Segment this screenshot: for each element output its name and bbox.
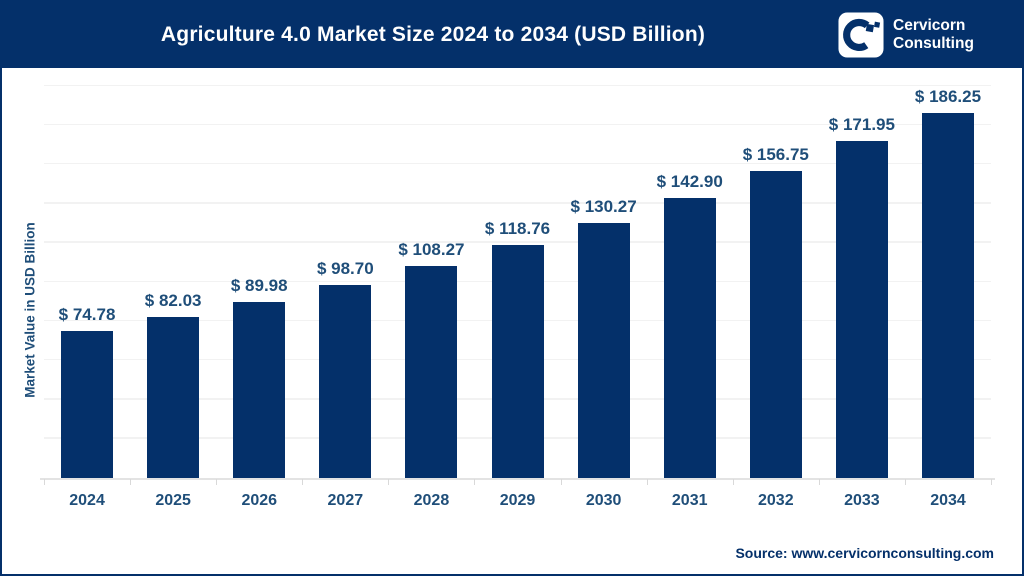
bar-value-label-2024: $ 74.78 (58, 305, 116, 325)
bar-value-label-2029: $ 118.76 (484, 219, 551, 239)
bar-group-2025: $ 82.03 (130, 86, 216, 478)
bar-value-label-2033: $ 171.95 (828, 114, 895, 134)
bar-value-label-2031: $ 142.90 (656, 171, 723, 191)
bar-2026 (233, 301, 286, 478)
x-axis-tick (646, 479, 648, 485)
x-axis-label-2026: 2026 (241, 492, 278, 509)
x-axis-labels: 2024 2025 2026 2027 2028 2029 2030 2031 2032 2033… (44, 492, 991, 510)
title-wrap: Agriculture 4.0 Market Size 2024 to 2034… (2, 23, 838, 47)
x-axis-tick (474, 479, 476, 485)
x-axis-tick (991, 479, 992, 485)
chart-title: Agriculture 4.0 Market Size 2024 to 2034… (160, 23, 706, 46)
bar-group-2034: $ 186.25 (905, 86, 991, 478)
x-axis-label-2033: 2033 (844, 492, 880, 509)
x-axis-label-2030: 2030 (585, 492, 622, 509)
x-axis-tick (216, 479, 218, 485)
chart-area: Market Value in USD Billion $ 74.78 $ 82.… (2, 68, 1022, 574)
bar-2033 (835, 140, 888, 478)
bar-2025 (147, 317, 200, 478)
x-axis-label-2024: 2024 (69, 492, 105, 509)
bar-group-2032: $ 156.75 (733, 86, 819, 478)
bar-value-label-2030: $ 130.27 (570, 196, 637, 216)
cervicorn-c-icon (838, 12, 884, 58)
bar-value-label-2026: $ 89.98 (230, 275, 288, 295)
gridline (44, 162, 991, 165)
x-axis-line (40, 478, 995, 480)
bar-group-2027: $ 98.70 (302, 86, 388, 478)
brand-name-line1: Cervicorn (893, 17, 966, 35)
x-axis-label-2028: 2028 (413, 492, 450, 509)
x-axis-tick (904, 479, 906, 485)
bar-value-label-2027: $ 98.70 (316, 258, 374, 278)
bar-2032 (749, 170, 802, 478)
x-axis-tick (732, 479, 734, 485)
bars-container: $ 74.78 $ 82.03 $ 89.98 $ 98.70 $ 108.27 $ 11… (44, 86, 991, 478)
gridline (44, 241, 991, 243)
x-axis-label-2034: 2034 (930, 492, 966, 509)
bar-value-label-2025: $ 82.03 (144, 291, 202, 311)
bar-2031 (663, 197, 716, 478)
bar-group-2026: $ 89.98 (216, 86, 302, 478)
bar-group-2024: $ 74.78 (44, 86, 130, 478)
bar-group-2030: $ 130.27 (561, 86, 647, 478)
bar-value-label-2032: $ 156.75 (742, 144, 809, 164)
bar-group-2028: $ 108.27 (388, 86, 474, 478)
x-axis-tick (560, 479, 562, 485)
brand-name-line2: Consulting (893, 35, 974, 52)
x-axis-label-2025: 2025 (155, 492, 191, 509)
source-text: Source: www.cervicornconsulting.com (735, 545, 994, 561)
brand-logo: Cervicorn Consulting (838, 12, 1022, 58)
x-axis-tick (302, 479, 304, 485)
bar-2024 (61, 331, 114, 478)
x-axis-tick (818, 479, 820, 485)
brand-name: Cervicorn Consulting (893, 17, 974, 53)
gridline (44, 84, 991, 86)
bar-value-label-2034: $ 186.25 (914, 86, 982, 106)
bar-group-2031: $ 142.90 (647, 86, 733, 478)
x-axis-label-2029: 2029 (499, 492, 536, 509)
bar-2028 (405, 265, 458, 478)
x-axis-label-2031: 2031 (671, 492, 708, 509)
header-bar: Agriculture 4.0 Market Size 2024 to 2034… (2, 2, 1022, 68)
gridline (44, 202, 991, 204)
bar-2030 (577, 222, 630, 478)
y-axis-label: Market Value in USD Billion (22, 222, 38, 398)
gridline (44, 123, 991, 126)
x-axis-label-2032: 2032 (758, 492, 794, 509)
x-axis-tick (388, 479, 390, 485)
bar-value-label-2028: $ 108.27 (398, 239, 465, 259)
bar-group-2029: $ 118.76 (474, 86, 560, 478)
x-axis-tick (44, 479, 45, 485)
bar-2029 (491, 245, 544, 478)
x-axis-tick (130, 479, 132, 485)
bar-2027 (319, 284, 372, 478)
plot-area: $ 74.78 $ 82.03 $ 89.98 $ 98.70 $ 108.27 $ 11… (40, 84, 995, 485)
bar-2034 (921, 112, 974, 478)
x-axis-label-2027: 2027 (327, 492, 364, 509)
bar-group-2033: $ 171.95 (819, 86, 905, 478)
